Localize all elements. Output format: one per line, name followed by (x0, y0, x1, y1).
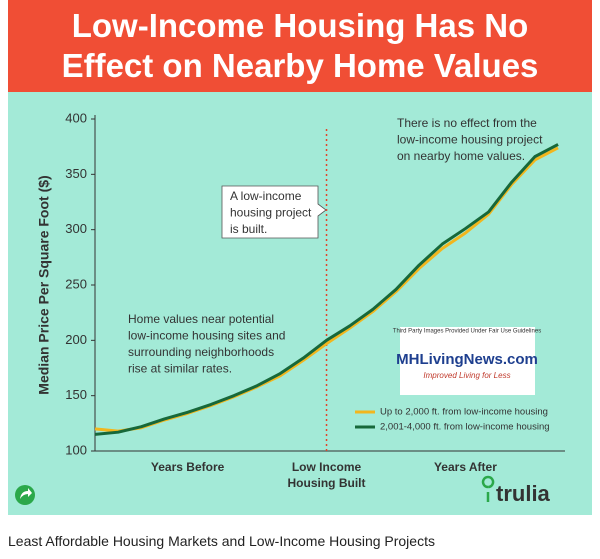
header: Low-Income Housing Has No Effect on Near… (8, 0, 592, 92)
x-tick-label: Years Before (150, 460, 225, 474)
brand: trulia (496, 481, 551, 506)
watermark-tagline: Improved Living for Less (423, 371, 510, 380)
annotation: rise at similar rates. (128, 362, 232, 376)
y-tick-label: 150 (65, 387, 87, 402)
caption: Least Affordable Housing Markets and Low… (8, 533, 435, 549)
annotation: Home values near potential (128, 312, 274, 326)
x-tick-label: Years After (433, 460, 497, 474)
chart-title: Low-Income Housing Has No Effect on Near… (61, 7, 539, 84)
series-line (94, 143, 559, 436)
annotation: is built. (230, 222, 267, 236)
watermark: Third Party Images Provided Under Fair U… (393, 327, 541, 395)
y-tick-label: 250 (65, 276, 87, 291)
legend-label: Up to 2,000 ft. from low-income housing (380, 407, 548, 418)
share-icon[interactable] (15, 485, 35, 505)
x-tick-label: Low Income Housing Built (287, 460, 366, 490)
share-arrow (20, 488, 32, 499)
annotation: low-income housing sites and (128, 329, 285, 343)
y-axis-label: Median Price Per Square Foot ($) (36, 175, 52, 394)
callout-box (221, 185, 327, 239)
y-tick-label: 200 (65, 332, 87, 347)
y-tick-label: 350 (65, 166, 87, 181)
watermark-box (400, 327, 535, 395)
y-tick-label: 100 (65, 442, 87, 457)
brand-pin (481, 475, 495, 502)
annotation: surrounding neighborhoods (128, 345, 274, 359)
annotation: A low-income (230, 189, 302, 203)
watermark-name: MHLivingNews.com (396, 351, 538, 368)
legend-label: 2,001-4,000 ft. from low-income housing (380, 422, 550, 433)
chart-background (8, 92, 592, 515)
watermark-notice: Third Party Images Provided Under Fair U… (393, 329, 541, 335)
y-tick-label: 300 (65, 221, 87, 236)
annotation: low-income housing project (397, 133, 543, 147)
annotation: on nearby home values. (397, 149, 525, 163)
annotation: housing project (230, 206, 312, 220)
y-tick-label: 400 (65, 110, 87, 125)
annotation: There is no effect from the (397, 116, 537, 130)
